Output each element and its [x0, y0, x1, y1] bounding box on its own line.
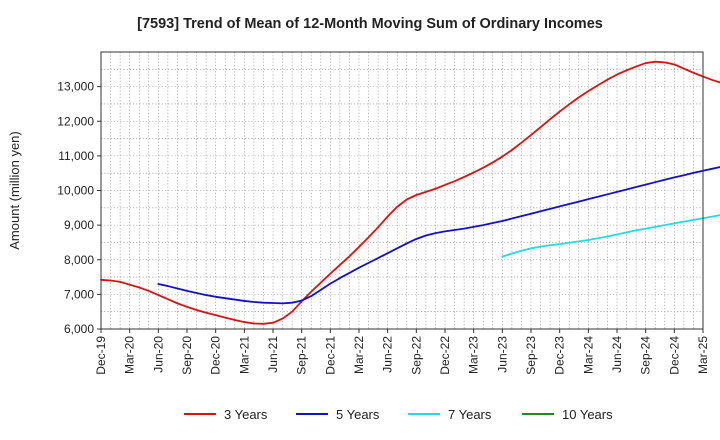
y-tick-label: 9,000: [64, 218, 94, 232]
x-tick-label: Mar-23: [467, 336, 481, 374]
y-tick-label: 10,000: [57, 184, 94, 198]
x-tick-label: Dec-23: [553, 336, 567, 375]
series-layer: [100, 60, 720, 325]
x-axis-ticks: Dec-19 Mar-20 Jun-20 Sep-20 Dec-20 Mar-21 Jun-…: [94, 329, 710, 375]
y-tick-label: 13,000: [57, 80, 94, 94]
x-tick-label: Jun-24: [610, 336, 624, 373]
legend-label: 10 Years: [562, 407, 613, 422]
legend-label: 7 Years: [448, 407, 492, 422]
y-axis-label: Amount (million yen): [7, 131, 22, 250]
x-tick-label: Dec-19: [94, 336, 108, 375]
legend: 3 Years 5 Years 7 Years 10 Years: [184, 407, 613, 422]
chart-title: [7593] Trend of Mean of 12-Month Moving …: [137, 16, 603, 32]
x-tick-label: Sep-20: [180, 336, 194, 375]
y-tick-label: 7,000: [64, 287, 94, 301]
y-axis-ticks: 6,000 7,000 8,000 9,000 10,000 11,000 12,000 13…: [57, 80, 101, 336]
x-tick-label: Sep-23: [524, 336, 538, 375]
x-tick-label: Dec-24: [667, 336, 681, 375]
x-tick-label: Mar-22: [352, 336, 366, 374]
legend-label: 3 Years: [224, 407, 268, 422]
x-tick-label: Mar-21: [237, 336, 251, 374]
series-line-3-years: [100, 60, 720, 325]
grid-lines: [101, 52, 703, 329]
x-tick-label: Dec-21: [323, 336, 337, 375]
x-tick-label: Dec-20: [209, 336, 223, 375]
y-tick-label: 12,000: [57, 114, 94, 128]
x-tick-label: Jun-21: [266, 336, 280, 373]
x-tick-label: Jun-23: [495, 336, 509, 373]
series-line-5-years: [157, 166, 720, 305]
legend-label: 5 Years: [336, 407, 380, 422]
x-tick-label: Mar-24: [581, 336, 595, 374]
y-tick-label: 8,000: [64, 253, 94, 267]
x-tick-label: Jun-22: [381, 336, 395, 373]
x-tick-label: Dec-22: [438, 336, 452, 375]
x-tick-label: Jun-20: [151, 336, 165, 373]
x-tick-label: Sep-21: [295, 336, 309, 375]
x-tick-label: Mar-20: [123, 336, 137, 374]
y-tick-label: 11,000: [58, 149, 94, 163]
x-tick-label: Sep-22: [409, 336, 423, 375]
y-tick-label: 6,000: [64, 322, 94, 336]
x-tick-label: Sep-24: [639, 336, 653, 375]
x-tick-label: Mar-25: [696, 336, 710, 374]
series-line-7-years: [501, 214, 720, 258]
